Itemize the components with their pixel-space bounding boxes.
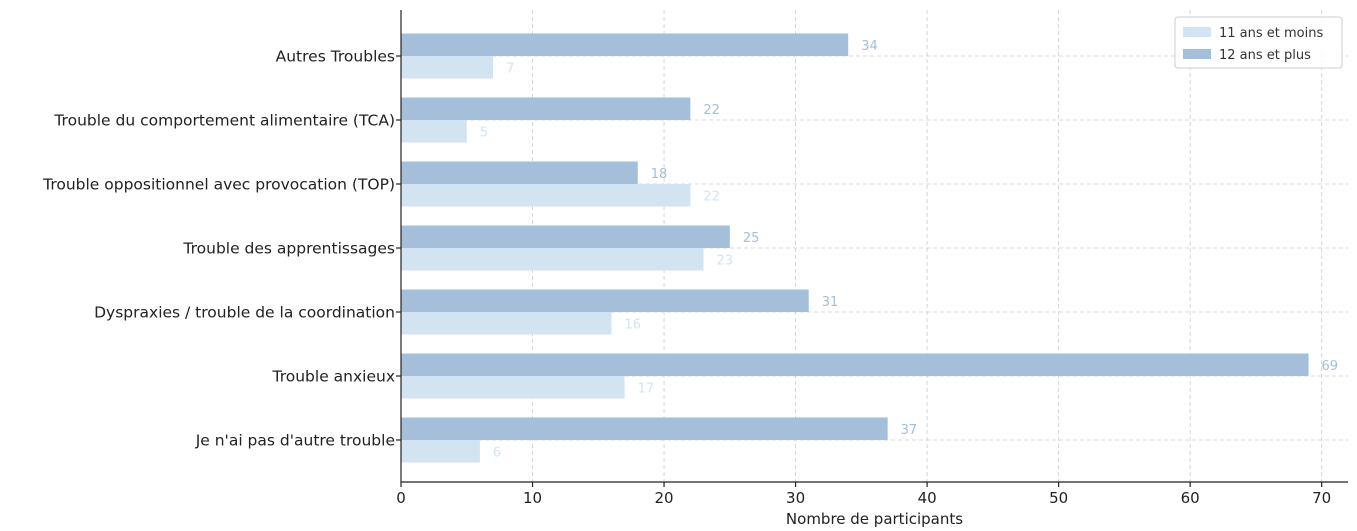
bar-12-ans-et-plus bbox=[401, 33, 849, 56]
data-label-12-ans-et-plus: 22 bbox=[703, 103, 720, 118]
category-label: Je n'ai pas d'autre trouble bbox=[195, 432, 395, 450]
category-label: Trouble anxieux bbox=[272, 368, 395, 386]
bar-12-ans-et-plus bbox=[401, 97, 691, 120]
data-label-12-ans-et-plus: 18 bbox=[651, 167, 668, 182]
x-tick-label: 50 bbox=[1049, 489, 1068, 507]
category-label: Trouble des apprentissages bbox=[182, 240, 395, 258]
data-label-11-ans-et-moins: 22 bbox=[703, 189, 720, 204]
legend-label: 12 ans et plus bbox=[1219, 48, 1311, 63]
axes: 0 10 20 30 40 50 60 70 Je n'ai pas d'autre troub… bbox=[42, 10, 1348, 528]
data-label-11-ans-et-moins: 7 bbox=[506, 61, 514, 76]
bar-11-ans-et-moins bbox=[401, 312, 612, 335]
data-label-12-ans-et-plus: 31 bbox=[822, 295, 839, 310]
bar-12-ans-et-plus bbox=[401, 225, 730, 248]
data-label-12-ans-et-plus: 69 bbox=[1322, 359, 1339, 374]
data-label-11-ans-et-moins: 23 bbox=[717, 253, 734, 268]
data-label-12-ans-et-plus: 25 bbox=[743, 231, 760, 246]
legend-box bbox=[1174, 16, 1343, 69]
category-label: Autres Troubles bbox=[276, 48, 395, 66]
x-tick-label: 10 bbox=[523, 489, 542, 507]
data-label-11-ans-et-moins: 16 bbox=[624, 317, 641, 332]
data-label-11-ans-et-moins: 17 bbox=[638, 381, 655, 396]
bar-12-ans-et-plus bbox=[401, 161, 638, 184]
bar-12-ans-et-plus bbox=[401, 353, 1309, 376]
category-label: Dyspraxies / trouble de la coordination bbox=[94, 304, 395, 322]
legend-label: 11 ans et moins bbox=[1219, 26, 1323, 41]
bar-11-ans-et-moins bbox=[401, 248, 704, 271]
bar-12-ans-et-plus bbox=[401, 289, 809, 312]
bar-11-ans-et-moins bbox=[401, 184, 691, 207]
bar-11-ans-et-moins bbox=[401, 376, 625, 399]
category-label: Trouble oppositionnel avec provocation (… bbox=[42, 176, 395, 194]
data-label-12-ans-et-plus: 34 bbox=[861, 39, 878, 54]
x-tick-label: 30 bbox=[786, 489, 805, 507]
legend-swatch bbox=[1183, 27, 1211, 37]
bar-12-ans-et-plus bbox=[401, 417, 888, 440]
x-axis-title: Nombre de participants bbox=[786, 510, 963, 528]
x-tick-label: 20 bbox=[655, 489, 674, 507]
x-tick-label: 70 bbox=[1312, 489, 1331, 507]
category-label: Trouble du comportement alimentaire (TCA… bbox=[53, 112, 395, 130]
data-label-11-ans-et-moins: 6 bbox=[493, 445, 501, 460]
bars bbox=[401, 33, 1309, 463]
data-labels: 37 6 69 17 31 16 25 23 18 22 22 5 34 7 bbox=[480, 39, 1338, 461]
bar-11-ans-et-moins bbox=[401, 440, 480, 463]
data-label-12-ans-et-plus: 37 bbox=[901, 423, 918, 438]
data-label-11-ans-et-moins: 5 bbox=[480, 125, 488, 140]
bar-11-ans-et-moins bbox=[401, 120, 467, 143]
legend: 11 ans et moins 12 ans et plus bbox=[1174, 16, 1343, 69]
legend-swatch bbox=[1183, 49, 1211, 59]
bar-11-ans-et-moins bbox=[401, 56, 494, 79]
x-tick-label: 40 bbox=[918, 489, 937, 507]
x-tick-label: 0 bbox=[396, 489, 406, 507]
x-tick-label: 60 bbox=[1181, 489, 1200, 507]
